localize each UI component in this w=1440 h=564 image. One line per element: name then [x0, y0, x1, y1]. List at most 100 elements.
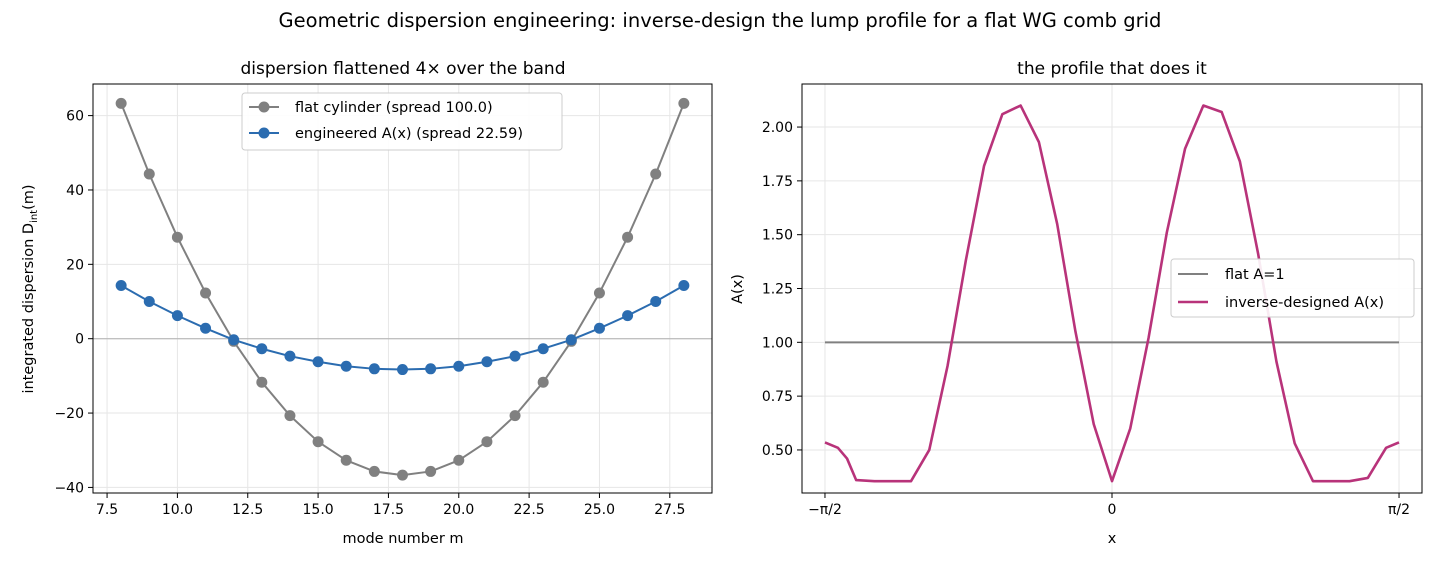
left-y-label-sub: int — [29, 210, 40, 223]
right-x-ticks: −π/2 0 π/2 — [808, 493, 1410, 518]
p1-series-0 — [115, 97, 690, 481]
p1-series-1-point-18 — [622, 310, 634, 322]
p1-xtick-label-7: 25.0 — [584, 502, 615, 518]
p2-series-1-line — [824, 104, 1400, 483]
p2-ytick-label-4: 1.50 — [762, 228, 793, 244]
p1-series-1-point-8 — [340, 360, 352, 372]
left-legend-label-0: flat cylinder (spread 100.0) — [295, 100, 493, 116]
p1-series-0-point-3 — [200, 287, 212, 299]
p1-series-1-point-6 — [284, 350, 296, 362]
p1-series-0-point-10 — [397, 469, 408, 481]
left-panel: 7.5 10.0 12.5 15.0 17.5 20.0 22.5 25.0 27.5 −40−… — [21, 59, 713, 547]
p1-series-1-point-20 — [678, 280, 690, 292]
p1-series-1-point-9 — [368, 363, 380, 375]
p2-xtick-label-0: −π/2 — [808, 502, 842, 518]
right-legend-label-0: flat A=1 — [1225, 267, 1285, 283]
p2-ytick-label-6: 2.00 — [762, 120, 793, 136]
p1-series-0-point-13 — [481, 436, 493, 448]
p1-series-0-point-0 — [115, 97, 127, 109]
p1-series-1-point-13 — [481, 356, 493, 368]
p1-series-1-point-4 — [228, 334, 240, 346]
p1-xtick-label-5: 20.0 — [443, 502, 474, 518]
p1-ytick-label-4: 40 — [66, 183, 84, 199]
left-legend-marker-0 — [258, 101, 270, 113]
p2-ytick-label-2: 1.00 — [762, 335, 793, 351]
p1-series-0-point-15 — [537, 376, 549, 388]
p1-series-0-point-17 — [593, 287, 605, 299]
p2-ytick-label-5: 1.75 — [762, 174, 793, 190]
p1-series-0-point-5 — [256, 376, 268, 388]
p1-series-0-point-19 — [650, 168, 662, 180]
p1-ytick-label-1: −20 — [54, 406, 84, 422]
p2-series-1 — [824, 104, 1400, 483]
p1-xtick-label-2: 12.5 — [232, 502, 263, 518]
right-legend-box — [1170, 258, 1415, 318]
right-series — [824, 104, 1400, 483]
p1-series-1-point-1 — [143, 296, 155, 308]
p1-series-0-point-20 — [678, 97, 690, 109]
right-y-label: A(x) — [730, 274, 746, 304]
p1-series-0-point-1 — [143, 168, 155, 180]
right-legend: flat A=1 inverse-designed A(x) — [1170, 258, 1415, 318]
p2-xtick-label-2: π/2 — [1388, 502, 1410, 518]
p1-series-1-point-11 — [425, 363, 437, 375]
p1-ytick-label-2: 0 — [75, 332, 84, 348]
p1-ytick-label-5: 60 — [66, 109, 84, 125]
p1-series-0-point-2 — [171, 231, 183, 243]
p1-xtick-label-8: 27.5 — [654, 502, 685, 518]
p1-series-1-point-10 — [397, 364, 408, 376]
p1-xtick-label-6: 22.5 — [514, 502, 545, 518]
right-y-ticks: 0.50 0.75 1.00 1.25 1.50 1.75 2.00 — [762, 120, 802, 459]
left-x-ticks: 7.5 10.0 12.5 15.0 17.5 20.0 22.5 25.0 27.5 — [96, 493, 685, 518]
left-legend-label-1: engineered A(x) (spread 22.59) — [295, 126, 523, 142]
p2-ytick-label-1: 0.75 — [762, 389, 793, 405]
left-y-label-tail: (m) — [21, 184, 37, 209]
p1-series-1 — [115, 280, 690, 376]
left-series — [115, 97, 690, 481]
p1-series-0-point-18 — [622, 231, 634, 243]
left-title: dispersion flattened 4× over the band — [241, 59, 566, 79]
p1-series-1-point-5 — [256, 343, 268, 355]
p1-series-0-point-6 — [284, 410, 296, 422]
left-legend-box — [241, 92, 563, 151]
p1-series-1-point-17 — [593, 322, 605, 334]
p2-xtick-label-1: 0 — [1108, 502, 1117, 518]
p1-xtick-label-1: 10.0 — [162, 502, 193, 518]
p1-series-0-point-11 — [425, 465, 437, 477]
right-legend-label-1: inverse-designed A(x) — [1225, 295, 1384, 311]
p1-series-1-point-2 — [171, 310, 183, 322]
p1-series-0-point-7 — [312, 436, 324, 448]
p1-series-1-point-16 — [565, 334, 577, 346]
left-axes-frame — [92, 83, 713, 494]
left-legend: flat cylinder (spread 100.0) engineered … — [241, 92, 563, 151]
p1-series-1-point-3 — [200, 322, 212, 334]
p1-series-1-point-15 — [537, 343, 549, 355]
p1-xtick-label-0: 7.5 — [96, 502, 118, 518]
p1-series-0-point-14 — [509, 410, 521, 422]
p1-xtick-label-4: 17.5 — [373, 502, 404, 518]
p1-series-1-point-0 — [115, 280, 127, 292]
right-title: the profile that does it — [1017, 59, 1207, 79]
left-y-ticks: −40 −20 0 20 40 60 — [54, 109, 93, 496]
left-y-label-main: integrated dispersion D — [21, 223, 37, 394]
right-x-label: x — [1108, 531, 1117, 547]
p1-ytick-label-0: −40 — [54, 480, 84, 496]
left-legend-marker-1 — [258, 127, 270, 139]
right-panel: −π/2 0 π/2 0.50 0.75 1.00 1.25 1.50 1.75 2.00 th… — [730, 59, 1423, 547]
p1-ytick-label-3: 20 — [66, 257, 84, 273]
p1-xtick-label-3: 15.0 — [303, 502, 334, 518]
p1-series-0-point-12 — [453, 454, 465, 466]
p1-series-1-point-12 — [453, 360, 465, 372]
p1-series-1-point-14 — [509, 350, 521, 362]
left-y-label: integrated dispersion Dint(m) — [21, 184, 40, 393]
p1-series-0-point-8 — [340, 454, 352, 466]
left-x-label: mode number m — [342, 531, 463, 547]
p1-series-1-point-7 — [312, 356, 324, 368]
p1-series-1-point-19 — [650, 296, 662, 308]
p1-series-0-point-9 — [368, 465, 380, 477]
p2-ytick-label-3: 1.25 — [762, 282, 793, 298]
suptitle: Geometric dispersion engineering: invers… — [279, 9, 1162, 32]
p2-ytick-label-0: 0.50 — [762, 443, 793, 459]
